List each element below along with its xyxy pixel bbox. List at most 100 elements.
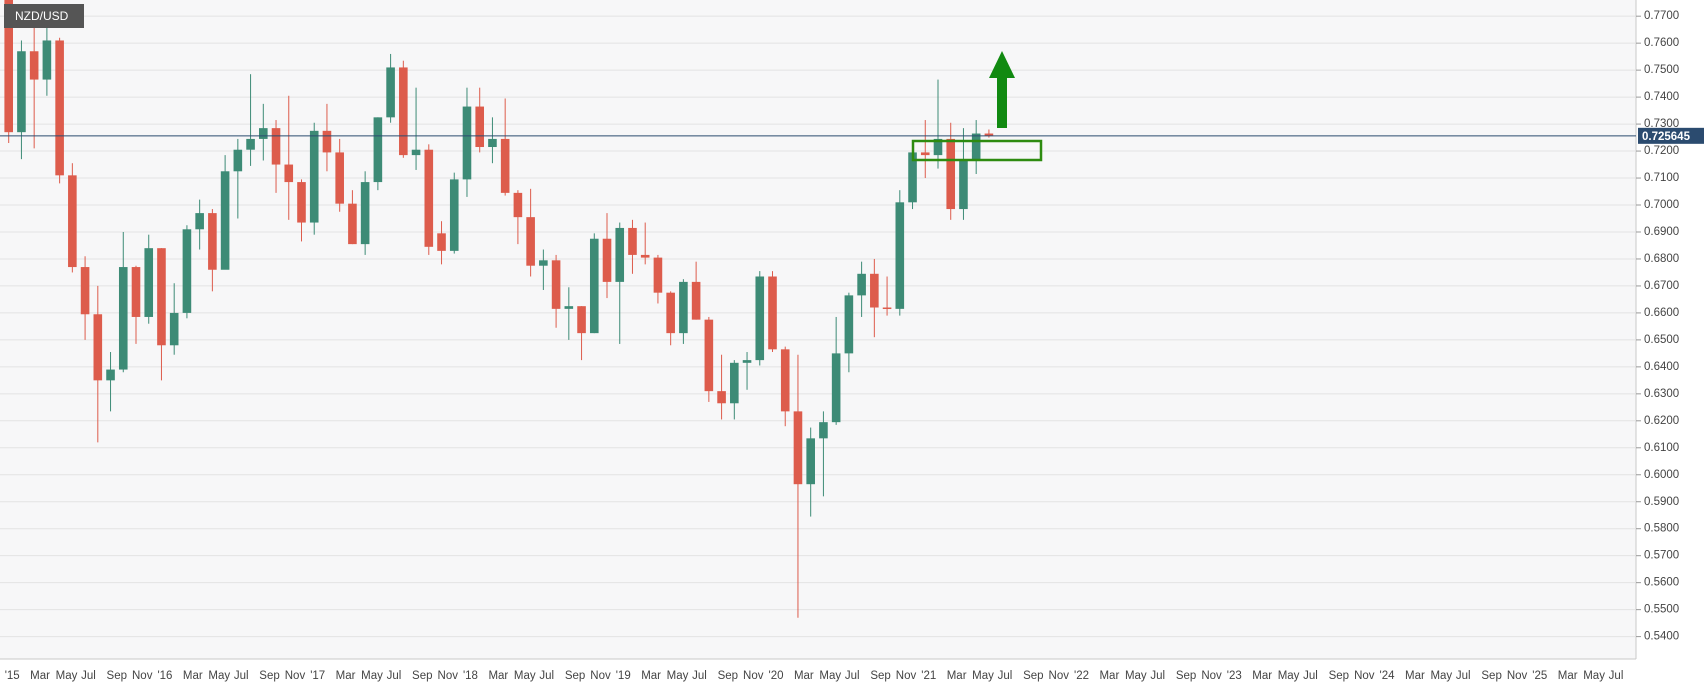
candle-body	[4, 0, 14, 133]
candle-body	[157, 248, 166, 346]
x-tick-label: '21	[921, 670, 936, 682]
candle-body	[386, 67, 395, 118]
x-tick-label: May	[667, 670, 689, 682]
candle-body	[577, 306, 586, 334]
candle-body	[29, 51, 39, 80]
candle-body	[768, 276, 777, 350]
candle-body	[882, 307, 892, 310]
candle-body	[959, 159, 968, 210]
candle-body	[730, 362, 739, 404]
y-tick-label: 0.7700	[1644, 10, 1679, 22]
x-tick-label: '24	[1380, 670, 1396, 682]
x-tick-label: '22	[1074, 670, 1089, 682]
y-tick-label: 0.7400	[1644, 91, 1679, 103]
x-tick-label: Mar	[1558, 670, 1578, 682]
x-tick-label: '18	[463, 670, 478, 682]
candle-body	[679, 281, 688, 334]
x-tick-label: '20	[769, 670, 784, 682]
x-tick-label: Sep	[565, 670, 585, 682]
candle-body	[297, 182, 306, 223]
x-tick-label: Nov	[1354, 670, 1375, 682]
x-tick-label: May	[208, 670, 230, 682]
candle-body	[691, 281, 701, 320]
candle-body	[131, 267, 141, 317]
x-tick-label: Nov	[743, 670, 764, 682]
candle-body	[666, 292, 675, 334]
x-tick-label: Nov	[590, 670, 611, 682]
candle-body	[844, 295, 854, 354]
y-tick-label: 0.5700	[1644, 550, 1679, 562]
grid	[0, 15, 1636, 638]
x-tick-label: Mar	[794, 670, 814, 682]
x-tick-label: Mar	[336, 670, 356, 682]
candle-body	[360, 182, 370, 245]
last-price-tag	[1638, 127, 1704, 144]
candle-body	[169, 312, 179, 346]
x-tick-label: May	[972, 670, 994, 682]
candle-body	[564, 306, 574, 309]
candle-body	[373, 117, 383, 183]
x-tick-label: Jul	[1303, 670, 1318, 682]
x-tick-label: Mar	[30, 670, 50, 682]
candle-body	[755, 276, 765, 361]
candle-body	[55, 40, 64, 176]
x-tick-label: Mar	[1099, 670, 1119, 682]
y-tick-label: 0.5600	[1644, 577, 1679, 589]
candle-body	[857, 273, 866, 296]
y-tick-label: 0.6700	[1644, 280, 1679, 292]
candles	[0, 0, 1636, 618]
symbol-label: NZD/USD	[15, 9, 69, 23]
candle-body	[284, 164, 294, 183]
candle-body	[971, 133, 981, 160]
x-tick-label: Jul	[692, 670, 707, 682]
y-tick-label: 0.6900	[1644, 226, 1679, 238]
y-tick-label: 0.5900	[1644, 496, 1679, 508]
x-tick-label: '23	[1227, 670, 1242, 682]
candle-body	[933, 138, 943, 156]
y-tick-label: 0.6500	[1644, 334, 1679, 346]
candle-body	[488, 138, 497, 148]
candle-body	[182, 229, 192, 313]
y-tick-label: 0.7100	[1644, 172, 1679, 184]
candle-body	[946, 138, 956, 210]
x-tick-label: May	[56, 670, 78, 682]
candle-body	[208, 213, 217, 270]
x-tick-label: Sep	[870, 670, 890, 682]
x-tick-label: Jul	[1150, 670, 1165, 682]
candle-body	[653, 257, 663, 293]
y-tick-label: 0.7300	[1644, 118, 1679, 130]
x-tick-label: Sep	[1023, 670, 1043, 682]
x-tick-label: May	[514, 670, 536, 682]
candle-body	[399, 67, 408, 156]
candle-body	[500, 138, 510, 193]
y-tick-label: 0.6300	[1644, 388, 1679, 400]
candle-body	[870, 273, 879, 308]
x-tick-label: '16	[157, 670, 172, 682]
x-tick-label: Jul	[81, 670, 96, 682]
x-tick-label: Sep	[1481, 670, 1501, 682]
x-tick-label: May	[819, 670, 841, 682]
x-tick-label: '25	[1532, 670, 1547, 682]
y-tick-label: 0.6000	[1644, 469, 1679, 481]
y-tick-label: 0.6800	[1644, 253, 1679, 265]
x-tick-label: Mar	[1405, 670, 1425, 682]
candle-body	[424, 149, 434, 247]
candle-body	[742, 360, 752, 363]
y-tick-label: 0.6100	[1644, 442, 1679, 454]
candle-body	[908, 152, 917, 203]
x-tick-label: Nov	[1049, 670, 1070, 682]
x-tick-label: Jul	[1609, 670, 1624, 682]
arrow-shaft	[997, 77, 1007, 128]
x-tick-label: Mar	[1252, 670, 1272, 682]
candle-body	[628, 227, 637, 255]
x-tick-label: Sep	[1329, 670, 1349, 682]
x-tick-label: May	[1125, 670, 1147, 682]
candle-body	[462, 106, 472, 180]
candle-body	[233, 149, 243, 172]
x-tick-label: May	[1583, 670, 1605, 682]
candle-body	[335, 152, 344, 204]
arrow-head	[989, 51, 1015, 78]
candle-body	[513, 192, 523, 218]
